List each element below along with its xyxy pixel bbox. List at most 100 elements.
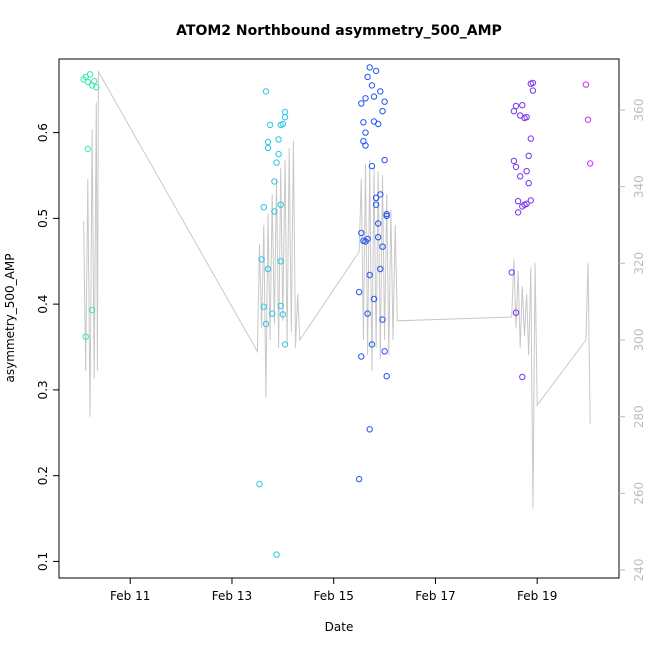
data-point [523, 168, 530, 175]
data-point [582, 81, 590, 88]
data-point [271, 178, 278, 185]
data-point [529, 87, 537, 94]
line-series-layer [83, 69, 591, 509]
data-point [381, 98, 388, 105]
data-point [372, 194, 380, 202]
x-tick-label: Feb 15 [314, 589, 354, 603]
y-tick-label: 0.1 [36, 552, 50, 571]
data-point [362, 95, 369, 102]
y-axis: 0.1 0.2 0.3 0.4 0.5 0.6 [36, 123, 59, 571]
data-point [260, 204, 267, 211]
data-point [525, 180, 532, 187]
data-point [510, 108, 518, 115]
data-point [266, 121, 274, 129]
data-point [383, 210, 390, 218]
data-point [362, 129, 369, 136]
right-y-tick-label: 360 [632, 99, 646, 122]
chart-title: ATOM2 Northbound asymmetry_500_AMP [176, 23, 502, 39]
data-point [260, 303, 267, 310]
data-point [370, 93, 378, 100]
data-point [84, 145, 92, 153]
data-point [277, 258, 284, 265]
data-point [275, 150, 282, 158]
data-point [375, 220, 382, 227]
x-tick-label: Feb 17 [415, 589, 455, 603]
y-tick-label: 0.4 [36, 295, 50, 314]
data-point [364, 73, 371, 81]
data-point [364, 310, 371, 317]
data-point [584, 116, 592, 123]
x-axis-label: Date [325, 620, 354, 634]
data-point [377, 88, 384, 95]
data-point [379, 316, 386, 323]
data-point [523, 114, 530, 121]
data-point [362, 142, 369, 149]
y-tick-label: 0.6 [36, 123, 50, 142]
data-point [277, 302, 284, 310]
data-point [519, 373, 526, 381]
data-point [377, 191, 384, 198]
data-point [262, 88, 270, 95]
data-point [355, 288, 363, 296]
data-point [383, 373, 390, 380]
data-point [355, 475, 363, 483]
plot-frame [58, 58, 620, 579]
data-point [358, 229, 365, 237]
data-point [277, 201, 284, 208]
data-point [379, 243, 386, 250]
data-point [527, 135, 534, 142]
data-point [368, 341, 376, 348]
data-point [512, 102, 520, 110]
data-point [256, 481, 263, 488]
y-tick-label: 0.2 [36, 466, 50, 485]
data-point [281, 114, 289, 121]
data-point [527, 197, 534, 204]
data-point [381, 156, 388, 164]
data-point [377, 265, 384, 273]
right-y-axis: 240 260 280 300 320 340 360 [619, 99, 646, 582]
data-point [264, 265, 272, 273]
data-point [258, 256, 265, 263]
data-point [514, 209, 522, 216]
data-point [281, 108, 289, 116]
right-y-tick-label: 340 [632, 175, 646, 198]
data-point [366, 64, 373, 71]
data-point [375, 120, 382, 128]
data-point [84, 78, 92, 86]
data-point [512, 163, 520, 171]
data-point [517, 173, 524, 180]
data-point [366, 271, 373, 279]
data-point [358, 353, 365, 360]
data-point [281, 341, 289, 348]
data-point [587, 160, 594, 167]
data-point [264, 138, 272, 146]
data-point [512, 309, 520, 316]
data-point [88, 306, 96, 314]
x-tick-label: Feb 13 [212, 589, 252, 603]
data-point [508, 269, 515, 276]
points-layer [80, 64, 594, 558]
data-point [370, 295, 378, 303]
data-point [381, 348, 388, 355]
right-y-tick-label: 240 [632, 559, 646, 582]
data-point [271, 208, 278, 215]
right-y-tick-label: 320 [632, 252, 646, 275]
data-point [368, 82, 376, 89]
data-point [273, 551, 280, 558]
data-point [375, 234, 382, 241]
data-point [279, 120, 286, 128]
y-tick-label: 0.3 [36, 380, 50, 399]
data-point [273, 159, 280, 166]
data-point [514, 198, 522, 205]
data-point [360, 119, 367, 126]
data-point [368, 162, 376, 170]
data-point [269, 310, 276, 317]
data-point [519, 102, 526, 109]
x-tick-label: Feb 11 [110, 589, 150, 603]
data-point [91, 78, 98, 85]
data-point [366, 426, 373, 433]
data-point [262, 320, 270, 328]
line-series [83, 69, 591, 509]
data-point [364, 235, 371, 243]
